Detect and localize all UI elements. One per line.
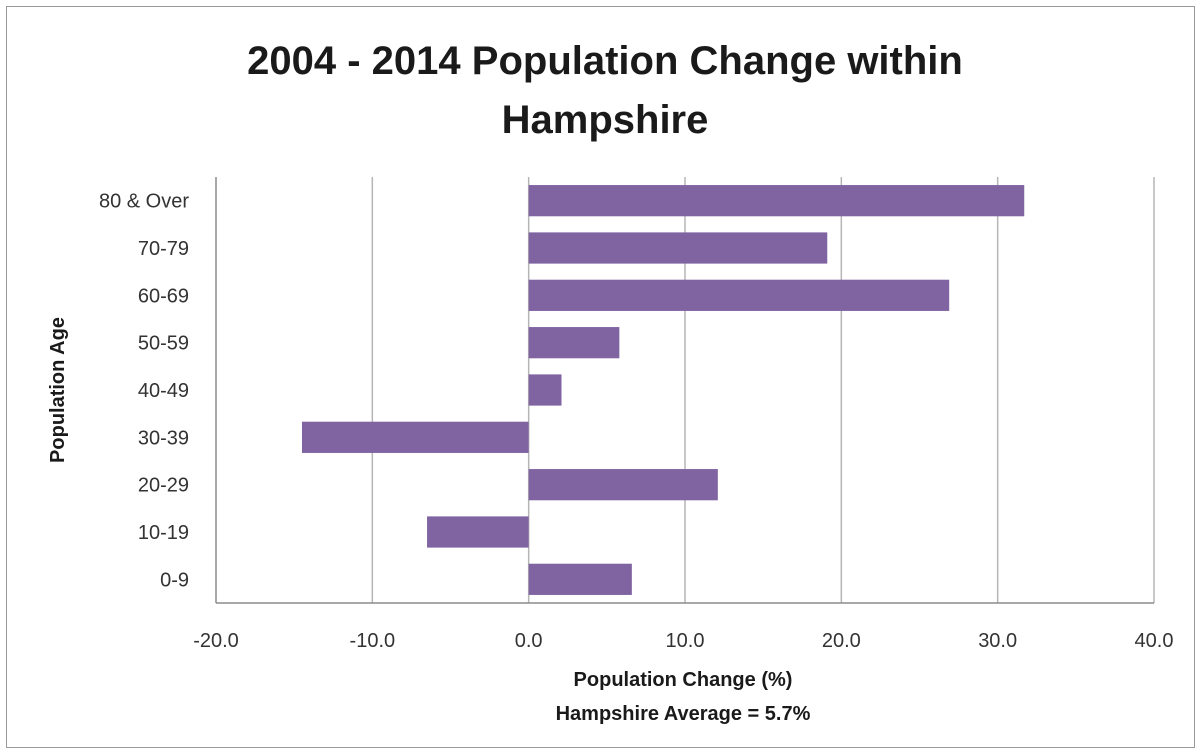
y-axis-label: Population Age: [47, 317, 69, 463]
bar: [528, 279, 950, 311]
bar: [301, 421, 529, 453]
y-tick-label: 10-19: [138, 522, 189, 544]
x-tick-label: -10.0: [350, 630, 396, 652]
x-axis-label: Population Change (%): [574, 669, 793, 691]
bar: [528, 327, 620, 359]
chart-title-line-2: Hampshire: [502, 98, 709, 142]
bars: [301, 185, 1025, 595]
bar: [528, 374, 562, 406]
y-tick-label: 60-69: [138, 285, 189, 307]
y-tick-label: 80 & Over: [99, 191, 189, 213]
y-tick-label: 0-9: [160, 569, 189, 591]
bar: [528, 185, 1025, 217]
x-tick-label: 10.0: [666, 630, 705, 652]
chart-subtitle: Hampshire Average = 5.7%: [556, 703, 811, 725]
x-tick-labels: -20.0 -10.0 0.0 10.0 20.0 30.0 40.0: [193, 630, 1173, 652]
y-tick-label: 70-79: [138, 238, 189, 260]
x-tick-label: 40.0: [1135, 630, 1174, 652]
chart-title-line-1: 2004 - 2014 Population Change within: [247, 39, 963, 83]
bar: [427, 516, 529, 548]
x-tick-label: -20.0: [193, 630, 239, 652]
x-tick-label: 30.0: [978, 630, 1017, 652]
x-tick-label: 0.0: [515, 630, 543, 652]
bar: [528, 563, 632, 595]
y-tick-label: 30-39: [138, 427, 189, 449]
x-tick-label: 20.0: [822, 630, 861, 652]
bar: [528, 469, 718, 501]
y-tick-labels: 80 & Over 70-79 60-69 50-59 40-49 30-39 20-29 1…: [99, 191, 189, 592]
chart-frame: [6, 6, 1195, 748]
y-tick-label: 20-29: [138, 475, 189, 497]
y-tick-label: 50-59: [138, 333, 189, 355]
y-tick-label: 40-49: [138, 380, 189, 402]
axes: [215, 177, 1154, 604]
bar: [528, 232, 828, 264]
